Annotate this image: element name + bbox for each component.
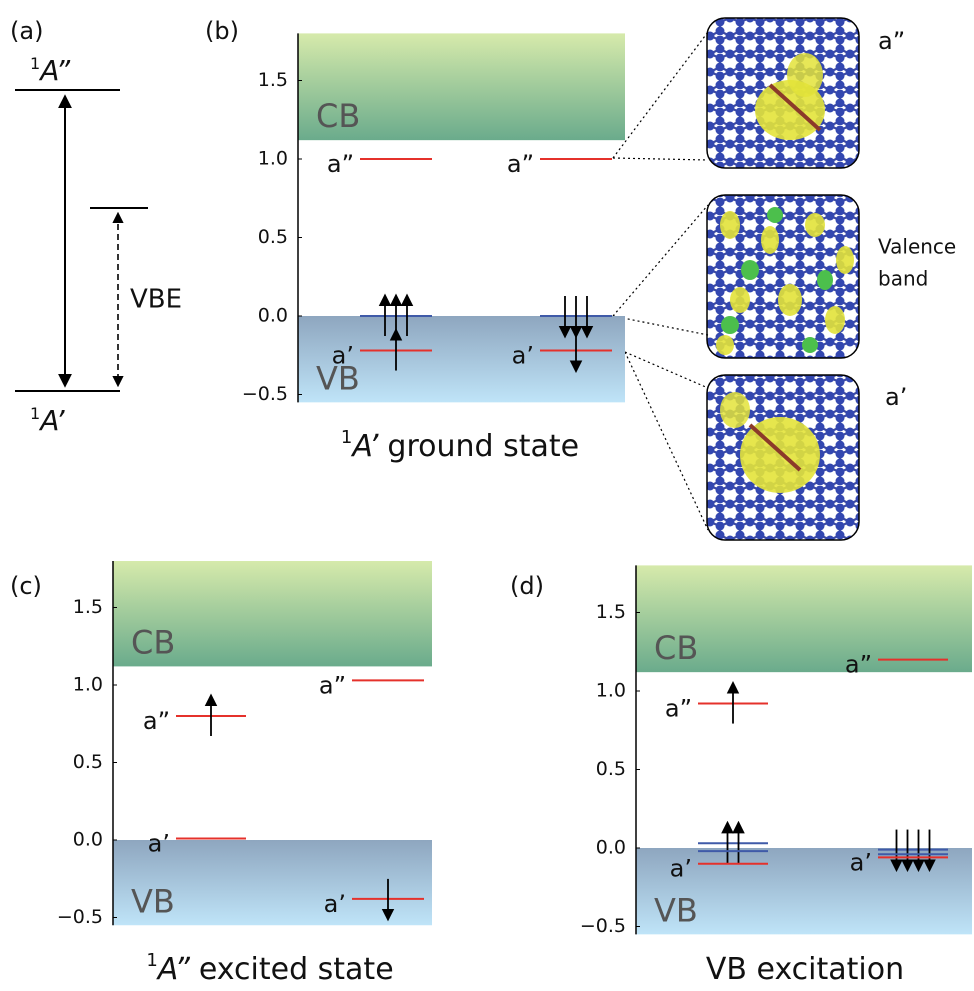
level-label: a’: [670, 855, 692, 883]
level-label: a’: [850, 848, 872, 876]
panel-label: (a): [10, 17, 43, 45]
y-tick-label: 0.5: [258, 226, 288, 248]
orbital-label: band: [878, 267, 928, 291]
level-label: a’: [148, 829, 170, 857]
title-italic: A’: [350, 429, 379, 464]
y-tick-label: −0.5: [57, 906, 103, 928]
vbe-label: VBE: [130, 285, 182, 315]
band-label: VB: [131, 882, 175, 920]
level-label: a’: [332, 342, 354, 370]
y-tick-label: 1.5: [73, 596, 103, 618]
panel-label: (d): [510, 572, 544, 600]
y-tick-label: 0.5: [73, 751, 103, 773]
band-label: CB: [654, 629, 698, 667]
band-label: CB: [316, 97, 360, 135]
y-tick-label: 1.5: [258, 69, 288, 91]
orbital-label: a”: [878, 27, 905, 55]
y-tick-label: −0.5: [580, 915, 626, 937]
state-label: 1A”: [30, 54, 71, 88]
level-label: a”: [319, 671, 346, 699]
chart-title: 1A”excited state: [146, 950, 393, 987]
y-tick-label: 1.0: [258, 148, 288, 170]
level-label: a’: [512, 342, 534, 370]
band-label: CB: [131, 623, 175, 661]
orbital-label: Valence: [878, 235, 956, 259]
level-label: a’: [324, 890, 346, 918]
y-tick-label: 0.0: [258, 305, 288, 327]
y-tick-label: 1.0: [596, 680, 626, 702]
level-label: a”: [665, 695, 692, 723]
title-sup: 1: [146, 950, 157, 971]
title-text: excited state: [199, 952, 394, 987]
level-label: a”: [845, 651, 872, 679]
connector-lines: [613, 32, 708, 530]
figure: (a) 1A” VBE 1A’ a” Valence band a’ (b)CB…: [0, 0, 974, 991]
chart-title: 1A’ground state: [341, 427, 579, 464]
level-label: a”: [143, 707, 170, 735]
title-italic: A”: [156, 952, 191, 987]
state-label: 1A’: [30, 404, 66, 438]
y-tick-label: 0.0: [596, 837, 626, 859]
panel-label: (c): [10, 572, 42, 600]
y-tick-label: 1.0: [73, 674, 103, 696]
level-label: a”: [507, 150, 534, 178]
title-text: ground state: [387, 429, 579, 464]
y-tick-label: 0.5: [596, 758, 626, 780]
y-tick-label: 1.5: [596, 601, 626, 623]
orbital-label: a’: [885, 383, 907, 411]
band-label: VB: [654, 891, 698, 929]
orbital-images: [707, 18, 859, 540]
y-tick-label: −0.5: [242, 383, 288, 405]
panel-label: (b): [205, 17, 239, 45]
title-text: VB excitation: [706, 952, 904, 987]
chart-title: VB excitation: [706, 952, 904, 987]
level-label: a”: [327, 150, 354, 178]
title-sup: 1: [341, 427, 352, 448]
y-tick-label: 0.0: [73, 829, 103, 851]
